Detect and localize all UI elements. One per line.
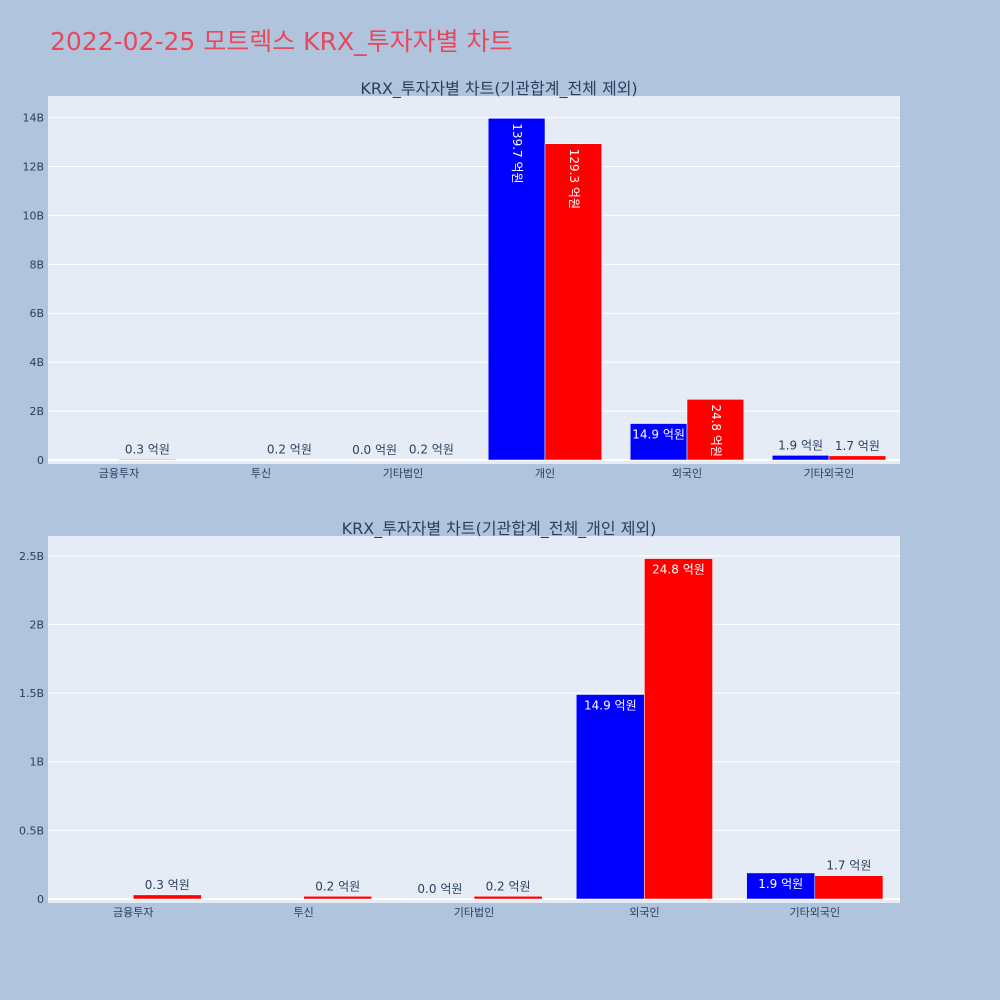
bar	[405, 898, 475, 900]
bar	[235, 898, 304, 900]
page-title: 2022-02-25 모트렉스 KRX_투자자별 차트	[50, 27, 513, 56]
bar	[260, 459, 319, 461]
data-label: 14.9 억원	[584, 698, 637, 712]
x-tick-label: 개인	[535, 467, 555, 480]
x-tick-label: 금융투자	[99, 467, 139, 480]
x-tick-label: 기타법인	[383, 467, 423, 480]
bar	[746, 872, 816, 900]
bar	[575, 694, 645, 900]
x-tick-label: 기타법인	[454, 906, 494, 919]
bar	[61, 459, 120, 461]
bar	[118, 459, 177, 461]
data-label: 1.9 억원	[758, 877, 803, 891]
data-label: 0.2 억원	[486, 879, 531, 893]
y-tick-label: 2B	[29, 618, 44, 631]
data-label: 0.2 억원	[409, 443, 454, 457]
x-tick-label: 금융투자	[113, 906, 153, 919]
y-tick-label: 10B	[22, 209, 44, 222]
chart-title: KRX_투자자별 차트(기관합계_전체_개인 제외)	[342, 519, 657, 539]
y-tick-label: 0	[37, 893, 44, 906]
x-tick-label: 외국인	[672, 467, 702, 480]
data-label: 0.2 억원	[267, 443, 312, 457]
bar	[544, 143, 603, 461]
bar	[644, 558, 713, 900]
bar	[814, 875, 884, 900]
data-label: 0.2 억원	[315, 879, 360, 893]
y-tick-label: 0	[37, 454, 44, 467]
data-label: 0.0 억원	[352, 443, 397, 457]
data-label: 24.8 억원	[652, 563, 705, 577]
y-tick-label: 4B	[29, 356, 44, 369]
data-label: 139.7 억원	[510, 123, 524, 183]
data-label: 24.8 억원	[709, 404, 723, 457]
y-tick-label: 0.5B	[19, 824, 44, 837]
data-label: 0.0 억원	[417, 882, 462, 896]
data-label: 1.9 억원	[778, 438, 823, 452]
bar	[686, 399, 745, 461]
bar	[828, 455, 887, 461]
bar	[487, 118, 546, 461]
x-tick-label: 투신	[251, 467, 271, 480]
x-tick-label: 기타외국인	[804, 467, 855, 480]
bar	[402, 459, 461, 461]
data-label: 1.7 억원	[835, 439, 880, 453]
investor-chart-top: KRX_투자자별 차트(기관합계_전체 제외) 0 2B 4B 6B 8B 10B 12B 14…	[22, 79, 900, 480]
y-tick-label: 14B	[22, 112, 44, 125]
x-tick-label: 외국인	[629, 906, 659, 919]
data-label: 0.3 억원	[125, 442, 170, 456]
x-tick-label: 투신	[293, 906, 313, 919]
y-tick-label: 12B	[22, 160, 44, 173]
data-label: 0.3 억원	[145, 878, 190, 892]
y-tick-label: 8B	[29, 258, 44, 271]
y-tick-label: 1.5B	[19, 687, 44, 700]
plot-area	[48, 96, 900, 464]
chart-title: KRX_투자자별 차트(기관합계_전체 제외)	[360, 79, 637, 99]
data-label: 14.9 억원	[632, 428, 685, 442]
bar	[303, 896, 373, 900]
bar	[132, 894, 202, 900]
x-tick-label: 기타외국인	[789, 906, 840, 919]
y-tick-label: 1B	[29, 756, 44, 769]
plot-area	[48, 536, 900, 903]
y-tick-label: 6B	[29, 307, 44, 320]
y-tick-label: 2B	[29, 405, 44, 418]
bar	[473, 896, 543, 900]
y-tick-label: 2.5B	[19, 550, 44, 563]
data-label: 129.3 억원	[567, 149, 581, 209]
bar	[64, 898, 134, 900]
data-label: 1.7 억원	[826, 859, 871, 873]
